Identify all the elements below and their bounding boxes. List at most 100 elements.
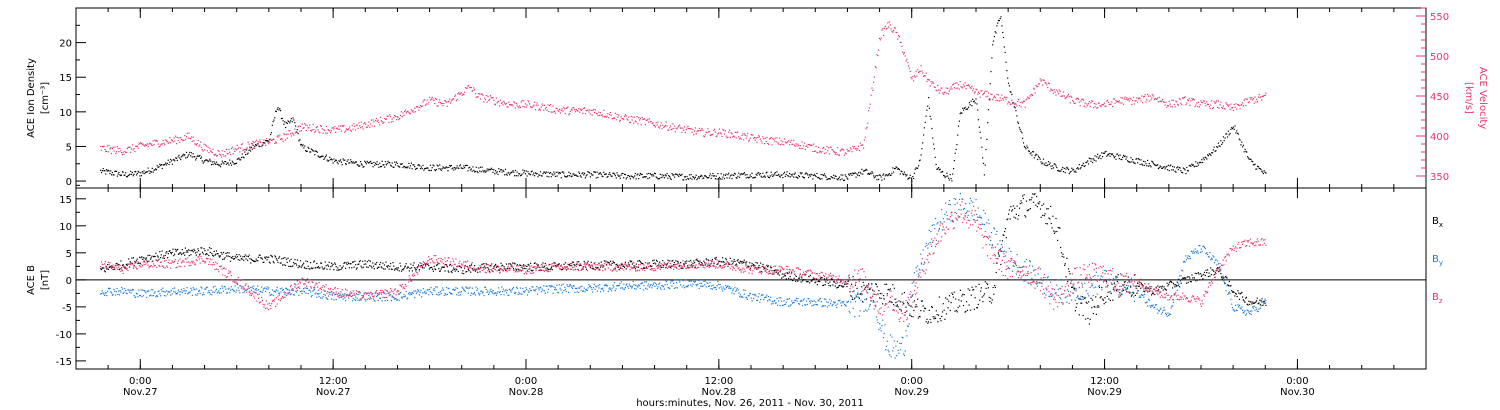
point-by xyxy=(408,292,410,294)
point-density xyxy=(146,171,148,173)
point-density xyxy=(640,173,642,176)
point-velocity xyxy=(943,93,945,95)
point-density xyxy=(599,172,601,174)
point-velocity xyxy=(1042,84,1044,86)
point-bx xyxy=(680,262,682,264)
point-bx xyxy=(777,272,780,274)
point-bx xyxy=(904,311,906,313)
point-velocity xyxy=(228,148,230,150)
point-by xyxy=(231,288,233,290)
point-velocity xyxy=(562,110,564,112)
point-density xyxy=(619,175,621,177)
point-bx xyxy=(211,252,213,255)
point-velocity xyxy=(170,139,173,141)
point-bx xyxy=(488,271,490,273)
point-bx xyxy=(1161,285,1164,287)
point-density xyxy=(761,176,763,178)
point-bx xyxy=(662,265,665,267)
point-by xyxy=(519,293,521,295)
point-velocity xyxy=(721,135,723,137)
point-density xyxy=(452,167,454,169)
point-density xyxy=(657,178,659,180)
point-bx xyxy=(858,279,860,281)
point-velocity xyxy=(689,128,691,130)
point-density xyxy=(195,157,198,159)
point-density xyxy=(1078,164,1080,166)
point-bx xyxy=(1151,294,1153,296)
point-density xyxy=(902,173,904,175)
point-velocity xyxy=(140,141,142,143)
point-velocity xyxy=(375,117,377,120)
point-velocity xyxy=(973,92,975,94)
point-density xyxy=(813,173,816,175)
point-bx xyxy=(1254,301,1256,304)
point-bx xyxy=(183,252,185,254)
point-density xyxy=(1073,171,1075,173)
point-density xyxy=(1204,156,1206,158)
point-density xyxy=(439,168,442,170)
point-velocity xyxy=(824,148,826,150)
point-density xyxy=(893,171,895,173)
point-velocity xyxy=(161,143,163,145)
point-velocity xyxy=(544,108,547,110)
point-by xyxy=(261,291,263,293)
point-density xyxy=(237,158,239,160)
point-bx xyxy=(1237,290,1239,292)
point-bx xyxy=(788,277,790,280)
point-bx xyxy=(823,278,825,280)
point-velocity xyxy=(591,114,593,116)
point-bx xyxy=(585,268,588,270)
point-bx xyxy=(362,260,364,262)
point-velocity xyxy=(923,75,925,77)
point-density xyxy=(208,160,210,162)
point-density xyxy=(982,157,984,159)
point-bx xyxy=(473,269,475,271)
point-velocity xyxy=(321,128,323,130)
point-bx xyxy=(1003,234,1005,236)
point-velocity xyxy=(120,150,122,152)
point-velocity xyxy=(1026,98,1028,100)
point-bx xyxy=(602,266,604,268)
point-density xyxy=(629,176,631,178)
point-bx xyxy=(484,265,486,267)
point-bx xyxy=(752,264,754,266)
point-velocity xyxy=(268,143,270,145)
point-bx xyxy=(704,262,706,264)
point-bx xyxy=(624,266,626,268)
point-bx xyxy=(733,259,735,261)
point-bx xyxy=(992,286,994,289)
point-velocity xyxy=(399,114,402,116)
point-bx xyxy=(125,267,127,269)
point-bx xyxy=(146,260,148,262)
point-bx xyxy=(290,258,292,260)
point-bx xyxy=(492,267,494,270)
point-density xyxy=(1256,168,1258,170)
point-density xyxy=(220,163,223,165)
point-velocity xyxy=(444,100,447,102)
point-velocity xyxy=(617,116,619,118)
point-velocity xyxy=(817,152,819,154)
point-velocity xyxy=(805,145,807,147)
point-bx xyxy=(380,266,382,268)
point-density xyxy=(1202,157,1204,159)
point-density xyxy=(480,171,482,173)
point-bx xyxy=(306,261,309,263)
point-density xyxy=(645,176,647,178)
point-bx xyxy=(777,273,779,275)
point-by xyxy=(385,293,387,295)
point-bx xyxy=(1209,275,1211,277)
point-density xyxy=(827,178,829,180)
point-bx xyxy=(276,259,278,261)
point-density xyxy=(276,108,278,110)
point-velocity xyxy=(354,125,356,127)
point-density xyxy=(329,156,331,158)
point-velocity xyxy=(250,142,253,145)
point-by xyxy=(488,292,490,294)
point-density xyxy=(938,169,940,171)
point-density xyxy=(569,172,571,175)
point-velocity xyxy=(550,111,552,113)
point-density xyxy=(252,144,254,146)
point-density xyxy=(714,178,716,180)
point-bx xyxy=(299,260,302,262)
point-velocity xyxy=(968,85,970,87)
